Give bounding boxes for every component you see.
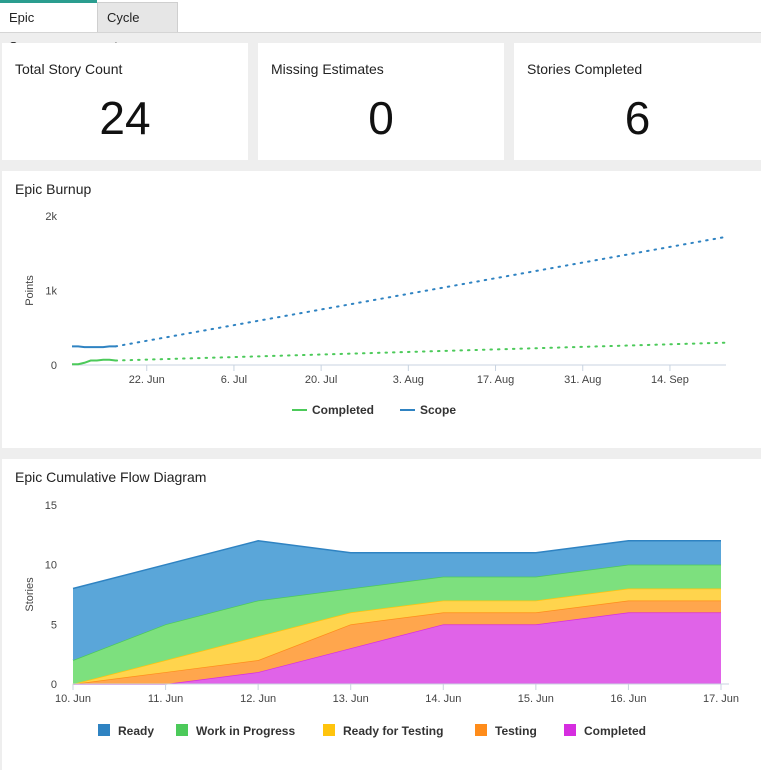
tab-cycle-time[interactable]: Cycle Time <box>97 2 178 55</box>
burnup-y-tick-label: 2k <box>45 211 57 223</box>
burnup-series-scope-line <box>72 345 116 349</box>
cfd-y-tick-label: 0 <box>51 679 57 691</box>
burnup-y-tick-label: 0 <box>51 360 57 372</box>
stories-completed-value: 6 <box>624 92 651 144</box>
cfd-area-ready <box>73 540 721 661</box>
cfd-y-tick-label: 10 <box>45 560 57 572</box>
cfd-legend-swatch <box>564 724 576 736</box>
cfd-y-axis-label: Stories <box>24 577 36 612</box>
epic-cfd-chart: 0 5 10 15 10. Jun 11. Jun 12. Jun 13. Jun 14. Ju… <box>24 500 739 738</box>
burnup-x-tick-label: 14. Sep <box>651 374 689 386</box>
burnup-y-tick-label: 1k <box>45 286 57 298</box>
cfd-x-tick-label: 12. Jun <box>240 693 276 705</box>
burnup-y-axis-label: Points <box>24 275 36 306</box>
cfd-x-tick-label: 15. Jun <box>518 693 554 705</box>
cfd-area-ready-for-testing <box>73 588 721 684</box>
cfd-legend-label: Work in Progress <box>196 724 295 738</box>
total-story-count-title: Total Story Count <box>15 61 123 77</box>
burnup-x-tick-label: 22. Jun <box>129 374 165 386</box>
cfd-legend-label: Ready for Testing <box>343 724 443 738</box>
cfd-legend-swatch <box>98 724 110 736</box>
cfd-legend-swatch <box>475 724 487 736</box>
cfd-x-tick-label: 17. Jun <box>703 693 739 705</box>
cfd-area-work-in-progress <box>73 564 721 684</box>
cfd-legend-label: Testing <box>495 724 537 738</box>
cfd-x-tick-label: 10. Jun <box>55 693 91 705</box>
stories-completed-title: Stories Completed <box>527 61 643 77</box>
total-story-count-card: Total Story Count 24 <box>2 43 248 160</box>
cfd-legend-label: Completed <box>584 724 646 738</box>
cfd-x-tick-label: 14. Jun <box>425 693 461 705</box>
cfd-y-tick-label: 15 <box>45 500 57 512</box>
burnup-x-tick-label: 6. Jul <box>221 374 247 386</box>
tab-bar: Epic Summary Cycle Time <box>0 0 761 55</box>
cfd-area-ready-edge <box>72 540 721 590</box>
cfd-legend-label: Ready <box>118 724 154 738</box>
burnup-series-completed-line <box>72 358 116 366</box>
burnup-x-tick-label: 3. Aug <box>393 374 424 386</box>
cfd-legend-swatch <box>176 724 188 736</box>
burnup-x-tick-label: 20. Jul <box>305 374 337 386</box>
burnup-series-scope-projection <box>114 235 727 348</box>
stories-completed-card: Stories Completed 6 <box>514 43 761 160</box>
epic-cfd-panel: Epic Cumulative Flow Diagram 0 5 10 15 10. J… <box>2 459 761 770</box>
tab-epic-summary[interactable]: Epic Summary <box>0 0 97 54</box>
burnup-legend-label: Completed <box>312 403 374 417</box>
cfd-area-completed <box>73 612 721 684</box>
epic-burnup-panel: Epic Burnup 0 1k 2k 22. Jun 6. Jul 20. Jul 3. … <box>2 171 761 448</box>
cfd-x-tick-label: 11. Jun <box>148 693 183 705</box>
cfd-x-tick-label: 13. Jun <box>333 693 369 705</box>
cfd-legend-swatch <box>323 724 335 736</box>
missing-estimates-title: Missing Estimates <box>271 61 384 77</box>
cfd-area-ready-for-testing-edge <box>72 587 721 685</box>
total-story-count-value: 24 <box>99 92 151 144</box>
burnup-legend-label: Scope <box>420 403 456 417</box>
burnup-x-tick-label: 17. Aug <box>477 374 514 386</box>
cfd-x-tick-label: 16. Jun <box>610 693 646 705</box>
cfd-y-tick-label: 5 <box>51 619 57 631</box>
missing-estimates-card: Missing Estimates 0 <box>258 43 504 160</box>
missing-estimates-value: 0 <box>368 92 394 144</box>
epic-cfd-title: Epic Cumulative Flow Diagram <box>15 469 207 485</box>
epic-burnup-title: Epic Burnup <box>15 181 92 197</box>
burnup-series-completed-projection <box>114 341 727 362</box>
burnup-x-tick-label: 31. Aug <box>564 374 601 386</box>
epic-burnup-chart: 0 1k 2k 22. Jun 6. Jul 20. Jul 3. Aug 17. Aug 31… <box>24 211 727 417</box>
